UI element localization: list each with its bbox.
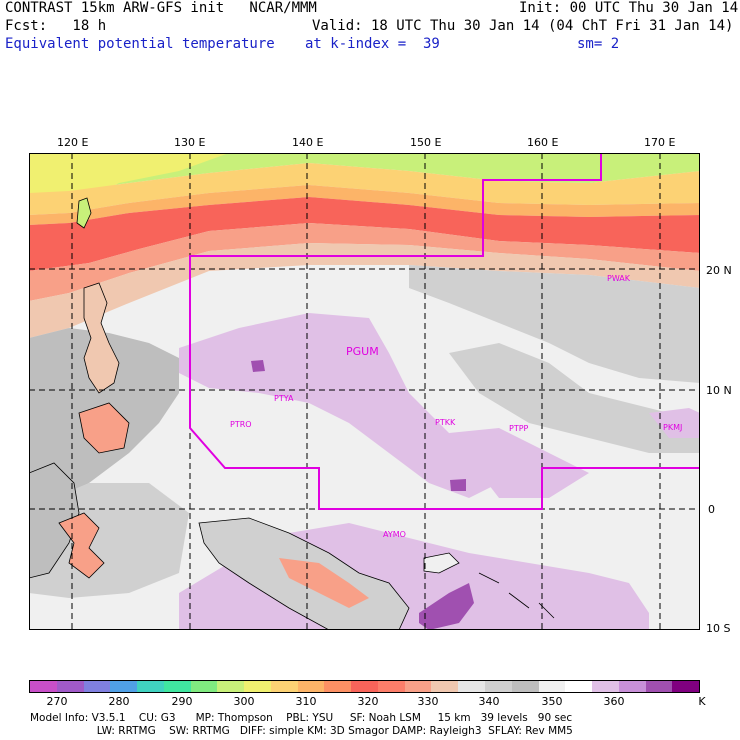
land-sulawesi — [58, 512, 105, 579]
smoothing-info: sm= 2 — [577, 36, 620, 52]
station-aymo: AYMO — [383, 530, 406, 539]
colorbar-cell — [351, 681, 378, 692]
colorbar-cell — [485, 681, 512, 692]
colorbar-label-360: 360 — [603, 695, 625, 708]
field-zone-grey-ne — [409, 265, 700, 383]
model-info-line1: Model Info: V3.5.1 CU: G3 MP: Thompson P… — [30, 712, 573, 724]
field-spot-purple-1 — [251, 360, 265, 372]
field-band-light-orange — [29, 163, 700, 215]
colorbar-label-270: 270 — [46, 695, 68, 708]
init-time: Init: 00 UTC Thu 30 Jan 14 — [519, 0, 739, 16]
land-new-guinea-highlands — [279, 558, 369, 608]
lon-label-150e: 150 E — [410, 136, 442, 149]
field-zone-lavender-1 — [179, 313, 499, 498]
station-ptpp: PTPP — [509, 424, 529, 433]
field-zone-grey-central — [449, 343, 700, 453]
colorbar-cell — [83, 681, 111, 692]
field-band-peach — [29, 243, 700, 338]
colorbar-cell — [110, 681, 138, 692]
field-band-salmon — [29, 223, 700, 301]
lon-label-170e: 170 E — [644, 136, 676, 149]
lon-label-130e: 130 E — [174, 136, 206, 149]
field-spot-purple-2 — [450, 479, 466, 491]
station-ptya: PTYA — [274, 394, 294, 403]
colorbar-cell — [618, 681, 646, 692]
colorbar-cell — [672, 681, 700, 692]
colorbar-units: K — [698, 695, 706, 708]
colorbar-cell — [30, 681, 57, 692]
colorbar-cell — [324, 681, 352, 692]
field-zone-lavender-2 — [449, 428, 589, 498]
station-pgum: PGUM — [346, 345, 379, 358]
colorbar-cell — [377, 681, 405, 692]
forecast-hour: Fcst: 18 h — [5, 18, 107, 34]
lat-label-10n: 10 N — [706, 384, 732, 397]
colorbar-cell — [244, 681, 271, 692]
colorbar-cell — [190, 681, 218, 692]
theta-e-map — [29, 153, 700, 630]
colorbar-cell — [511, 681, 539, 692]
colorbar-cell — [297, 681, 325, 692]
colorbar-cell — [592, 681, 619, 692]
colorbar-cell — [163, 681, 191, 692]
colorbar-cell — [404, 681, 432, 692]
model-title: CONTRAST 15km ARW-GFS init NCAR/MMM — [5, 0, 317, 16]
colorbar — [29, 680, 700, 693]
colorbar-cell — [538, 681, 566, 692]
station-ptkk: PTKK — [435, 418, 456, 427]
colorbar-cell — [645, 681, 673, 692]
field-zone-lavender-east — [649, 408, 700, 438]
lat-label-10s: 10 S — [706, 622, 731, 635]
colorbar-label-300: 300 — [233, 695, 255, 708]
colorbar-cell — [565, 681, 593, 692]
map-border — [29, 153, 700, 630]
land-taiwan — [76, 197, 92, 229]
colorbar-cell — [458, 681, 486, 692]
station-pwak: PWAK — [607, 274, 631, 283]
land-mindanao — [78, 402, 130, 454]
lon-label-120e: 120 E — [57, 136, 89, 149]
land-philippines — [83, 282, 120, 394]
colorbar-label-350: 350 — [541, 695, 563, 708]
colorbar-cell — [270, 681, 298, 692]
field-name: Equivalent potential temperature — [5, 36, 275, 52]
land-new-britain — [423, 552, 460, 574]
level-info: at k-index = 39 — [305, 36, 440, 52]
station-pkmj: PKMJ — [663, 423, 683, 432]
model-info-line2: LW: RRTMG SW: RRTMG DIFF: simple KM: 3D … — [30, 725, 573, 737]
lon-label-160e: 160 E — [527, 136, 559, 149]
colorbar-label-330: 330 — [417, 695, 439, 708]
colorbar-cell — [217, 681, 245, 692]
colorbar-label-310: 310 — [295, 695, 317, 708]
station-ptro: PTRO — [230, 420, 252, 429]
field-spot-purple-south — [419, 583, 474, 630]
colorbar-label-280: 280 — [108, 695, 130, 708]
colorbar-label-320: 320 — [357, 695, 379, 708]
field-band-red — [29, 197, 700, 271]
field-band-orange — [29, 185, 700, 225]
valid-time: Valid: 18 UTC Thu 30 Jan 14 (04 ChT Fri … — [312, 18, 734, 34]
colorbar-cell — [56, 681, 84, 692]
nested-domain-outline — [189, 153, 700, 510]
map-panel — [29, 153, 700, 630]
lon-label-140e: 140 E — [292, 136, 324, 149]
colorbar-cell — [431, 681, 459, 692]
lat-label-equator: 0 — [708, 503, 715, 516]
colorbar-label-340: 340 — [478, 695, 500, 708]
lat-label-20n: 20 N — [706, 264, 732, 277]
colorbar-cell — [137, 681, 164, 692]
colorbar-label-290: 290 — [171, 695, 193, 708]
